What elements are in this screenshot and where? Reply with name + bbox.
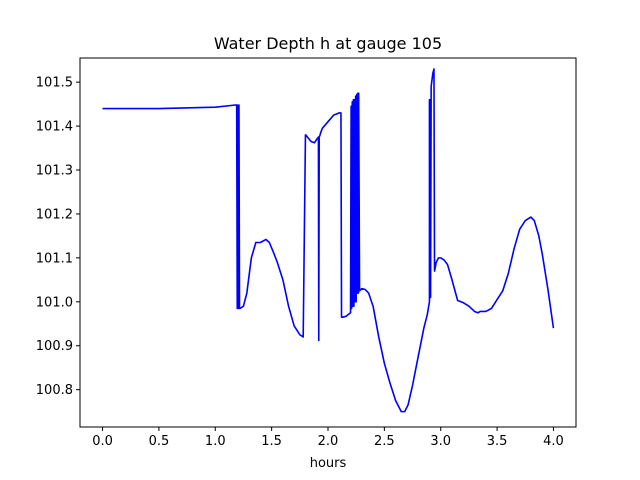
y-tick-label: 101.1 — [36, 251, 73, 266]
y-tick-label: 101.5 — [36, 76, 73, 91]
y-axis: 100.8 100.9 101.0 101.1 101.2 101.3 101.4 101.5 — [36, 76, 80, 398]
x-axis: 0.0 0.5 1.0 1.5 2.0 2.5 3.0 3.5 4.0 — [92, 427, 564, 449]
x-tick-label: 3.5 — [487, 434, 508, 449]
y-tick-label: 100.8 — [36, 383, 73, 398]
x-tick-label: 1.0 — [205, 434, 226, 449]
x-tick-label: 4.0 — [543, 434, 564, 449]
x-tick-label: 0.5 — [149, 434, 170, 449]
x-tick-label: 1.5 — [261, 434, 282, 449]
y-tick-label: 101.3 — [36, 164, 73, 179]
x-tick-label: 0.0 — [92, 434, 113, 449]
y-tick-label: 101.2 — [36, 207, 73, 222]
y-tick-label: 101.0 — [36, 295, 73, 310]
series-line-0 — [102, 68, 555, 413]
series-layer — [102, 68, 555, 413]
x-tick-label: 2.5 — [374, 434, 395, 449]
x-axis-label: hours — [310, 456, 347, 471]
x-tick-label: 2.0 — [318, 434, 339, 449]
y-tick-label: 100.9 — [36, 339, 73, 354]
x-tick-label: 3.0 — [430, 434, 451, 449]
chart-title: Water Depth h at gauge 105 — [214, 34, 442, 53]
y-tick-label: 101.4 — [36, 120, 73, 135]
